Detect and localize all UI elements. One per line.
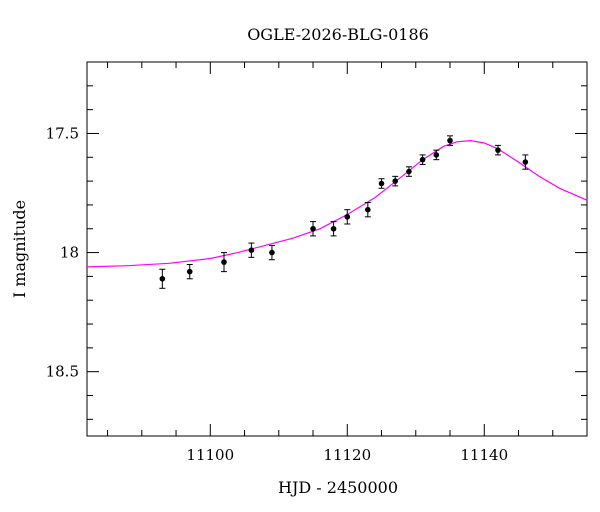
data-point [378,180,385,187]
y-tick-label: 18.5 [46,363,79,381]
data-point [221,259,227,265]
data-point [159,275,166,282]
model-curve [86,139,588,268]
model-curve-layer [86,139,588,268]
data-point [365,206,371,213]
data-point [344,214,351,220]
data-point [186,268,193,275]
data-points-layer [159,135,529,289]
data-point [495,147,501,153]
data-point [522,159,529,165]
data-point [392,178,399,184]
y-axis-label: I magnitude [10,200,29,298]
data-point [447,137,453,144]
x-axis-label: HJD - 2450000 [278,478,398,497]
plot-frame [86,61,588,437]
y-tick-label: 18 [60,244,79,262]
data-point [419,156,426,163]
data-point [406,168,412,175]
x-axis-ticks: 11100 11120 11140 [107,62,588,464]
x-tick-label: 11100 [186,446,234,464]
y-tick-label: 17.5 [46,124,79,142]
data-point [248,247,255,253]
x-tick-label: 11140 [460,446,508,464]
data-point [330,225,337,232]
data-point [433,152,440,158]
data-point [269,249,275,256]
y-axis-ticks: 17.5 18 18.5 [46,61,587,420]
data-point [310,225,316,232]
chart-title: OGLE-2026-BLG-0186 [247,25,429,44]
x-tick-label: 11120 [323,446,371,464]
